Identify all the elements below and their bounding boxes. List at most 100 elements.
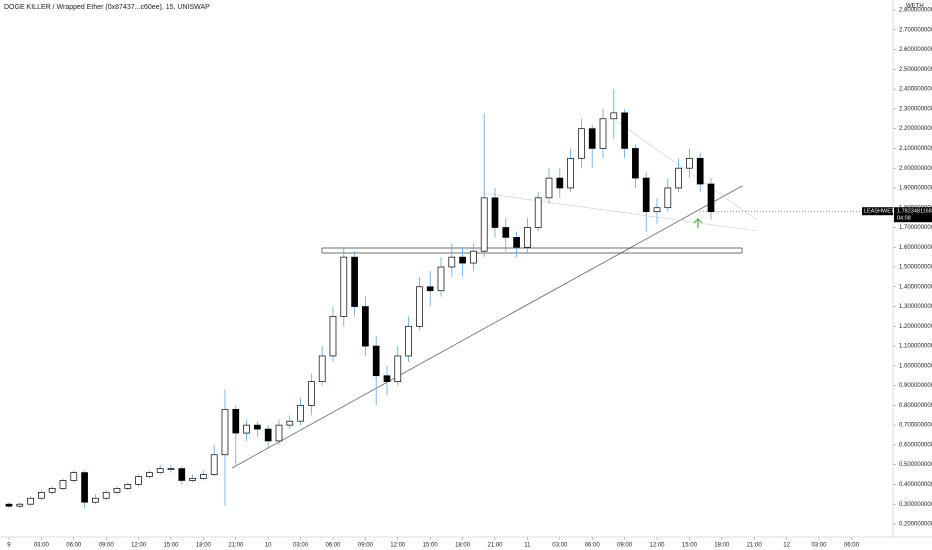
candle-body (610, 112, 618, 120)
x-tick-label: 12:00 (649, 543, 665, 549)
x-tick-label: 06:00 (844, 543, 860, 549)
x-tick-label: 15:00 (423, 543, 439, 549)
y-tick-label: 2.1000000000 (899, 146, 932, 152)
candle-body (545, 177, 553, 199)
candle-body (200, 474, 207, 479)
candle-body (534, 197, 542, 228)
last-price-name: LEASHWETH (864, 209, 898, 215)
y-tick-label: 0.2000000000 (899, 522, 932, 528)
candle-body (286, 420, 294, 426)
candle-body (394, 355, 402, 383)
candle-body (578, 128, 585, 159)
candle-body (599, 118, 607, 149)
candle-body (340, 256, 348, 317)
y-tick-label: 0.5000000000 (899, 462, 932, 468)
candle-body (383, 375, 391, 383)
candle-body (632, 148, 639, 179)
candle-body (642, 177, 650, 213)
candles (5, 89, 715, 509)
y-tick-label: 2.6000000000 (899, 47, 932, 53)
trend-line (231, 185, 743, 469)
candle-body (405, 325, 412, 357)
candle-body (556, 177, 564, 189)
y-tick-label: 2.8000000000 (899, 8, 932, 14)
y-tick-label: 2.7000000000 (899, 27, 932, 33)
y-tick-label: 2.3000000000 (899, 106, 932, 112)
x-tick-label: 15:00 (682, 543, 698, 549)
y-tick-label: 0.8000000000 (899, 403, 932, 409)
y-tick-label: 0.7000000000 (899, 423, 932, 429)
y-tick-label: 1.5000000000 (899, 265, 932, 271)
candle-body (5, 503, 13, 507)
candle-body (707, 183, 715, 213)
channel-line (480, 192, 758, 232)
candle-body (372, 345, 380, 377)
candle-body (102, 491, 110, 499)
chart-title: DOGE KILLER / Wrapped Ether (0x87437...c… (4, 4, 210, 11)
candle-body (437, 266, 445, 292)
x-tick-label: 03:00 (552, 543, 568, 549)
x-tick-label: 12:00 (131, 543, 147, 549)
candle-body (621, 112, 628, 149)
x-tick-label: 12 (783, 543, 790, 549)
candle-body (480, 197, 488, 252)
x-tick-label: 09:00 (358, 543, 374, 549)
candle-body (502, 227, 510, 238)
candle-body (232, 408, 240, 434)
x-tick-label: 10 (265, 543, 272, 549)
candle-body (70, 472, 78, 481)
candle-body (686, 157, 693, 169)
candle-body (470, 250, 477, 264)
currency-label: WETH (906, 4, 924, 10)
candle-body (156, 468, 164, 473)
candle-body (48, 488, 56, 493)
y-tick-label: 0.6000000000 (899, 442, 932, 448)
candle-body (135, 476, 142, 485)
last-price-value: 1.7823481168 (897, 209, 932, 215)
candle-body (264, 428, 272, 442)
y-tick-label: 1.7000000000 (899, 225, 932, 231)
candle-body (210, 454, 218, 475)
x-tick-label: 12:00 (390, 543, 406, 549)
y-tick-label: 1.0000000000 (899, 363, 932, 369)
candle-body (254, 424, 261, 430)
candle-body (491, 197, 499, 228)
candle-body (92, 497, 99, 503)
candle-body (275, 424, 283, 442)
candle-body (221, 408, 229, 456)
y-tick-label: 2.2000000000 (899, 126, 932, 132)
y-tick-label: 2.0000000000 (899, 166, 932, 172)
x-tick-label: 03:00 (293, 543, 309, 549)
y-tick-label: 1.2000000000 (899, 324, 932, 330)
candle-body (16, 503, 24, 507)
candle-body (113, 488, 121, 493)
candle-body (416, 286, 423, 327)
candle-body (189, 478, 196, 481)
y-tick-label: 1.6000000000 (899, 245, 932, 251)
x-tick-label: 15:00 (163, 543, 179, 549)
x-tick-label: 18:00 (196, 543, 212, 549)
x-tick-label: 09:00 (617, 543, 633, 549)
arrow-icon (693, 218, 703, 228)
candle-body (27, 497, 34, 505)
candle-body (351, 256, 358, 307)
candle-body (567, 157, 574, 189)
y-tick-label: 0.9000000000 (899, 383, 932, 389)
candle-body (59, 480, 67, 489)
candle-body (426, 286, 434, 292)
x-tick-label: 03:00 (812, 543, 828, 549)
x-tick-label: 06:00 (585, 543, 601, 549)
x-tick-label: 9 (7, 543, 11, 549)
x-tick-label: 06:00 (325, 543, 341, 549)
candle-body (448, 256, 456, 268)
candle-body (167, 468, 175, 470)
candle-body (178, 468, 186, 481)
last-price-name-box (862, 207, 893, 216)
x-tick-label: 21:00 (487, 543, 503, 549)
candle-body (459, 256, 466, 264)
candle-body (81, 472, 88, 503)
x-tick-label: 21:00 (228, 543, 244, 549)
candle-body (297, 405, 304, 422)
